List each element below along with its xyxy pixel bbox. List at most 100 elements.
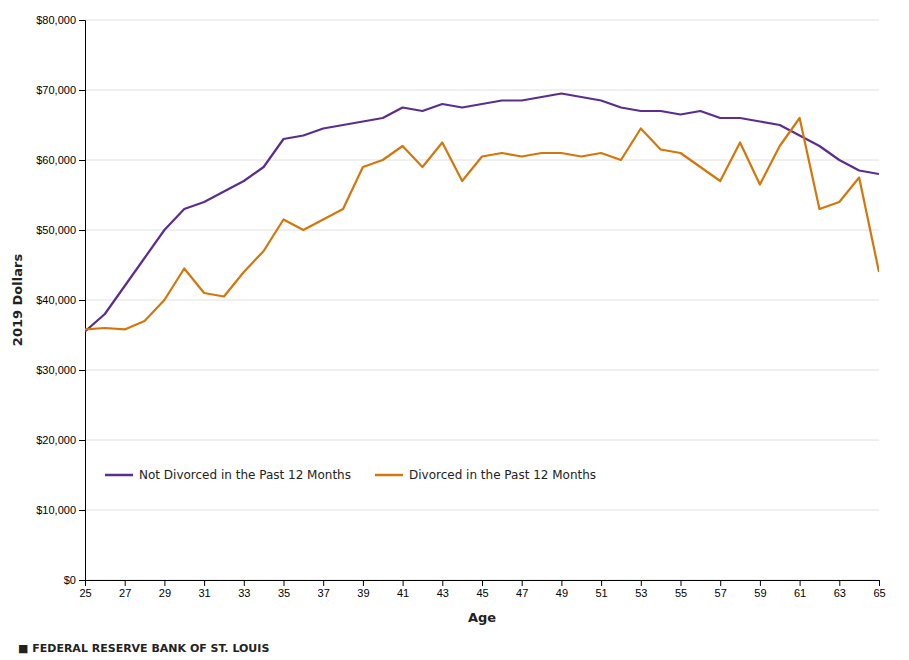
tick-mark bbox=[323, 580, 324, 586]
tick-label: 49 bbox=[556, 587, 568, 599]
legend-label: Divorced in the Past 12 Months bbox=[409, 468, 596, 482]
tick-mark bbox=[284, 580, 285, 586]
tick: 39 bbox=[357, 580, 369, 599]
tick: $60,000 bbox=[36, 154, 85, 166]
tick-mark bbox=[363, 580, 364, 586]
grid-line bbox=[85, 440, 879, 441]
tick-label: $10,000 bbox=[36, 504, 76, 516]
tick: 53 bbox=[635, 580, 647, 599]
tick-mark bbox=[79, 20, 85, 21]
axis-domain bbox=[86, 581, 880, 587]
tick-mark bbox=[601, 580, 602, 586]
tick-label: $30,000 bbox=[36, 364, 76, 376]
tick-mark bbox=[681, 580, 682, 586]
tick-label: 33 bbox=[238, 587, 250, 599]
tick-mark bbox=[164, 580, 165, 586]
tick-label: 65 bbox=[873, 587, 885, 599]
tick: $40,000 bbox=[36, 294, 85, 306]
tick-label: $60,000 bbox=[36, 154, 76, 166]
y-axis-title: 2019 Dollars bbox=[10, 254, 25, 347]
tick: 47 bbox=[516, 580, 528, 599]
grid-line bbox=[85, 510, 879, 511]
tick: 59 bbox=[754, 580, 766, 599]
tick: 43 bbox=[437, 580, 449, 599]
lines bbox=[85, 94, 879, 332]
plot-area: 2527293133353739414345474951535557596163… bbox=[36, 14, 885, 599]
y-axis: $0 $10,000 $20,000 $30,000 $40,000 $50,000 $60… bbox=[36, 14, 85, 586]
chart: 2527293133353739414345474951535557596163… bbox=[0, 0, 909, 660]
tick-label: 61 bbox=[794, 587, 806, 599]
tick-label: 59 bbox=[754, 587, 766, 599]
tick: 27 bbox=[119, 580, 131, 599]
tick-label: $20,000 bbox=[36, 434, 76, 446]
tick: 25 bbox=[79, 580, 91, 599]
tick-mark bbox=[522, 580, 523, 586]
tick-mark bbox=[79, 440, 85, 441]
tick-mark bbox=[79, 370, 85, 371]
grid-line bbox=[85, 230, 879, 231]
tick: 61 bbox=[794, 580, 806, 599]
x-axis: 2527293133353739414345474951535557596163… bbox=[79, 580, 885, 599]
tick: $70,000 bbox=[36, 84, 85, 96]
axis-domain bbox=[79, 21, 86, 581]
grid-line bbox=[85, 370, 879, 371]
tick-label: 47 bbox=[516, 587, 528, 599]
legend-item: Not Divorced in the Past 12 Months bbox=[105, 468, 351, 482]
tick: 63 bbox=[834, 580, 846, 599]
tick: $80,000 bbox=[36, 14, 85, 26]
tick-label: 39 bbox=[357, 587, 369, 599]
tick-label: 55 bbox=[675, 587, 687, 599]
grid-line bbox=[85, 90, 879, 91]
tick-label: 45 bbox=[476, 587, 488, 599]
tick: 45 bbox=[476, 580, 488, 599]
tick-mark bbox=[720, 580, 721, 586]
tick: $20,000 bbox=[36, 434, 85, 446]
tick-mark bbox=[204, 580, 205, 586]
tick-mark bbox=[641, 580, 642, 586]
tick-mark bbox=[760, 580, 761, 586]
tick-label: 25 bbox=[79, 587, 91, 599]
tick-mark bbox=[561, 580, 562, 586]
tick-label: $80,000 bbox=[36, 14, 76, 26]
tick-label: 37 bbox=[318, 587, 330, 599]
tick: $10,000 bbox=[36, 504, 85, 516]
tick-mark bbox=[800, 580, 801, 586]
x-axis-title: Age bbox=[468, 610, 496, 625]
series-line bbox=[85, 94, 879, 332]
legend: Not Divorced in the Past 12 Months Divorc… bbox=[105, 468, 596, 482]
tick: 33 bbox=[238, 580, 250, 599]
tick-mark bbox=[79, 160, 85, 161]
tick: 31 bbox=[198, 580, 210, 599]
tick-mark bbox=[839, 580, 840, 586]
tick-label: 57 bbox=[715, 587, 727, 599]
tick: $50,000 bbox=[36, 224, 85, 236]
tick-label: $0 bbox=[64, 574, 76, 586]
grid-line bbox=[85, 160, 879, 161]
legend-swatch bbox=[375, 474, 403, 477]
tick-mark bbox=[79, 90, 85, 91]
tick-label: 43 bbox=[437, 587, 449, 599]
tick-mark bbox=[79, 300, 85, 301]
grid-line bbox=[85, 20, 879, 21]
tick: $0 bbox=[64, 574, 85, 586]
footer: ■ FEDERAL RESERVE BANK OF ST. LOUIS bbox=[18, 642, 269, 655]
legend-item: Divorced in the Past 12 Months bbox=[375, 468, 596, 482]
tick: 57 bbox=[715, 580, 727, 599]
tick: 29 bbox=[159, 580, 171, 599]
tick-label: 31 bbox=[198, 587, 210, 599]
tick-label: 53 bbox=[635, 587, 647, 599]
tick: 35 bbox=[278, 580, 290, 599]
tick-label: 41 bbox=[397, 587, 409, 599]
tick-mark bbox=[125, 580, 126, 586]
tick: 49 bbox=[556, 580, 568, 599]
tick: 65 bbox=[873, 580, 885, 599]
tick-label: 63 bbox=[834, 587, 846, 599]
tick-mark bbox=[403, 580, 404, 586]
tick-label: 35 bbox=[278, 587, 290, 599]
tick-mark bbox=[79, 510, 85, 511]
tick: 41 bbox=[397, 580, 409, 599]
tick-label: $50,000 bbox=[36, 224, 76, 236]
tick-label: 27 bbox=[119, 587, 131, 599]
tick: 37 bbox=[318, 580, 330, 599]
tick-label: $70,000 bbox=[36, 84, 76, 96]
